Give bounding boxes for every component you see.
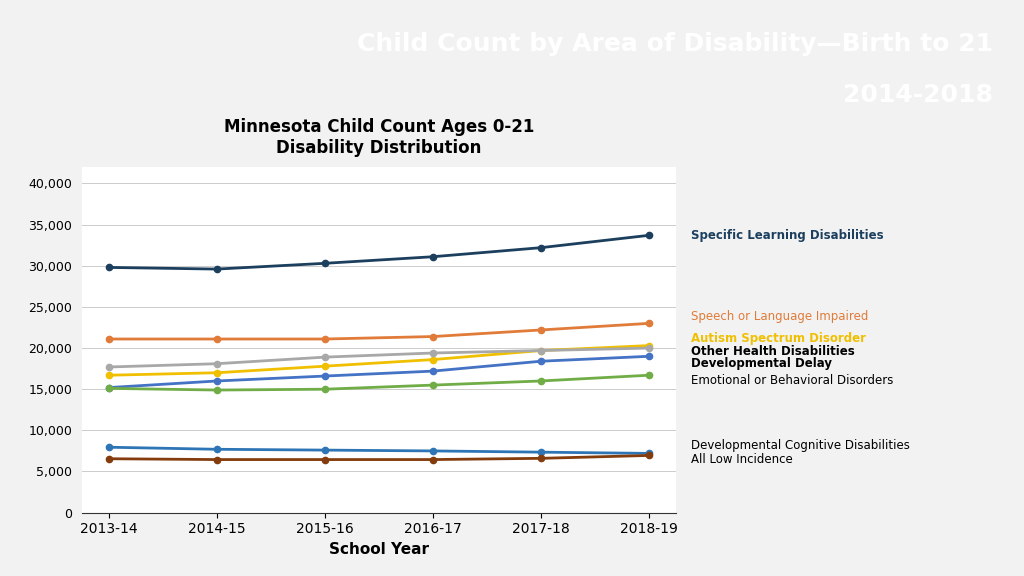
Text: Other Health Disabilities: Other Health Disabilities xyxy=(691,345,855,358)
Text: Autism Spectrum Disorder: Autism Spectrum Disorder xyxy=(691,332,866,344)
Text: Speech or Language Impaired: Speech or Language Impaired xyxy=(691,310,868,323)
Text: Specific Learning Disabilities: Specific Learning Disabilities xyxy=(691,229,884,242)
Text: Emotional or Behavioral Disorders: Emotional or Behavioral Disorders xyxy=(691,374,893,386)
Text: Developmental Delay: Developmental Delay xyxy=(691,357,831,370)
Text: 2014-2018: 2014-2018 xyxy=(844,83,993,107)
Text: Child Count by Area of Disability—Birth to 21: Child Count by Area of Disability—Birth … xyxy=(357,32,993,56)
Title: Minnesota Child Count Ages 0-21
Disability Distribution: Minnesota Child Count Ages 0-21 Disabili… xyxy=(223,118,535,157)
Text: All Low Incidence: All Low Incidence xyxy=(691,453,793,467)
Text: Developmental Cognitive Disabilities: Developmental Cognitive Disabilities xyxy=(691,439,909,452)
X-axis label: School Year: School Year xyxy=(329,542,429,557)
